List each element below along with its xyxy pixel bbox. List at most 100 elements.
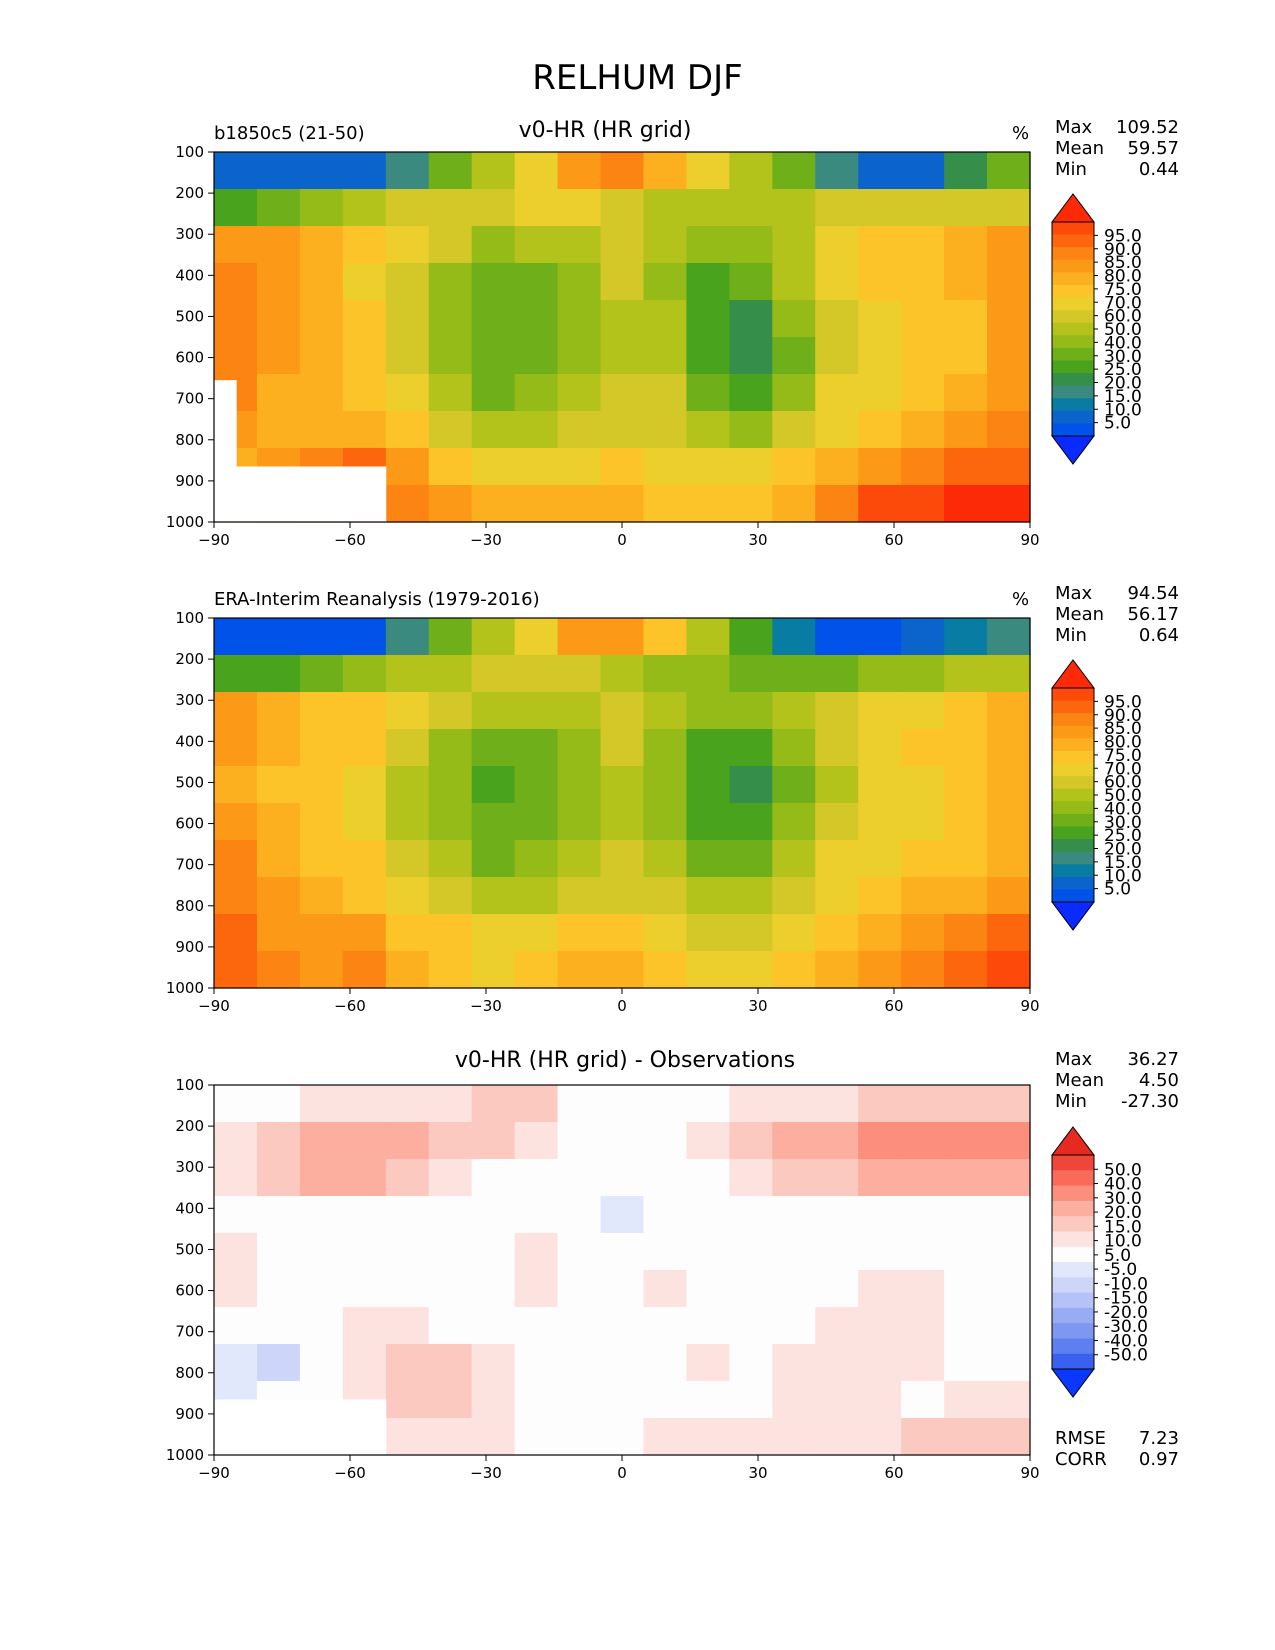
field-cell	[600, 1418, 645, 1456]
y-tick-label: 800	[175, 431, 204, 449]
colorbar-segment	[1052, 1353, 1094, 1370]
field-cell	[772, 1270, 816, 1308]
field-cell	[600, 226, 645, 264]
field-cell	[600, 1381, 645, 1419]
field-cell	[987, 951, 1031, 989]
x-tick-label: −90	[198, 1464, 230, 1482]
colorbar-tick-label: 85.0	[1104, 719, 1142, 739]
field-cell	[342, 337, 387, 375]
field-cell	[815, 300, 859, 338]
field-cell	[471, 448, 516, 486]
field-cell	[643, 1085, 688, 1123]
field-cell	[944, 618, 988, 656]
field-cell	[256, 1270, 301, 1308]
field-cell	[428, 411, 473, 449]
field-cell	[471, 189, 516, 227]
field-cell	[600, 618, 645, 656]
field-cell	[815, 618, 859, 656]
field-cell	[815, 1344, 859, 1382]
field-cell	[729, 337, 773, 375]
y-tick-label: 700	[175, 856, 204, 874]
field-cell	[214, 951, 258, 989]
field-cell	[600, 729, 645, 767]
field-cell	[858, 1233, 902, 1271]
field-cell	[643, 951, 688, 989]
field-cell	[729, 951, 773, 989]
field-cell	[471, 1270, 516, 1308]
field-cell	[557, 618, 602, 656]
field-cell	[944, 152, 988, 190]
field-cell	[686, 448, 730, 486]
field-cell	[471, 226, 516, 264]
colorbar-segment	[1052, 373, 1094, 387]
field-cell	[557, 729, 602, 767]
stat-mean-label: Mean	[1055, 138, 1105, 159]
colorbar-segment	[1052, 347, 1094, 361]
field-cell	[514, 1233, 559, 1271]
y-tick-label: 200	[175, 184, 204, 202]
field-cell	[643, 655, 688, 693]
x-tick-label: 90	[1020, 1464, 1039, 1482]
field-cell	[643, 1270, 688, 1308]
field-cell	[858, 840, 902, 878]
colorbar-tick-label: 80.0	[1104, 267, 1142, 287]
field-cell	[471, 766, 516, 804]
field-cell	[987, 374, 1031, 412]
colorbar-extend-max	[1051, 193, 1095, 223]
field-cell	[299, 692, 344, 730]
field-cell	[686, 1381, 730, 1419]
field-cell	[385, 411, 430, 449]
field-cell	[299, 1122, 344, 1160]
field-cell	[557, 1196, 602, 1234]
field-cell	[299, 618, 344, 656]
field-cell	[643, 189, 688, 227]
field-cell	[342, 655, 387, 693]
colorbar-segment	[1052, 234, 1094, 248]
field-cell	[858, 300, 902, 338]
field-cell	[772, 337, 816, 375]
field-cell	[428, 226, 473, 264]
field-cell	[643, 803, 688, 841]
field-cell	[385, 914, 430, 952]
field-cell	[471, 1344, 516, 1382]
field-cell	[256, 1307, 301, 1345]
y-tick-label: 100	[175, 143, 204, 161]
field-cell	[471, 263, 516, 301]
colorbar-segment	[1052, 335, 1094, 349]
x-tick-label: 30	[748, 997, 767, 1015]
field-cell	[944, 411, 988, 449]
y-tick-label: 700	[175, 1323, 204, 1341]
field-cell	[256, 1085, 301, 1123]
field-cell	[901, 729, 945, 767]
colorbar-tick-label: 20.0	[1104, 1203, 1142, 1223]
field-cell	[772, 374, 816, 412]
field-cell	[944, 1381, 988, 1419]
field-cell	[342, 1085, 387, 1123]
field-cell	[299, 411, 344, 449]
field-cell	[342, 840, 387, 878]
colorbar-tick-label: 20.0	[1104, 374, 1142, 394]
field-cell	[858, 766, 902, 804]
field-cell	[815, 1122, 859, 1160]
colorbar-segment	[1052, 410, 1094, 424]
colorbar-tick-label: 10.0	[1104, 866, 1142, 886]
field-cell	[557, 1307, 602, 1345]
field-cell	[815, 152, 859, 190]
field-cell	[729, 692, 773, 730]
field-cell	[987, 1159, 1031, 1197]
field-cell	[944, 1344, 988, 1382]
field-cell	[729, 655, 773, 693]
field-cell	[858, 411, 902, 449]
panel-model-stats: Max 109.52 Mean 59.57 Min 0.44	[1055, 117, 1179, 183]
field-cell	[987, 1270, 1031, 1308]
x-tick-label: 60	[884, 997, 903, 1015]
stat-min-label: Min	[1055, 159, 1087, 180]
field-cell	[428, 300, 473, 338]
field-cell	[944, 766, 988, 804]
field-cell	[987, 655, 1031, 693]
field-cell	[557, 1233, 602, 1271]
field-cell	[514, 1196, 559, 1234]
field-cell	[600, 152, 645, 190]
field-cell	[385, 1418, 430, 1456]
